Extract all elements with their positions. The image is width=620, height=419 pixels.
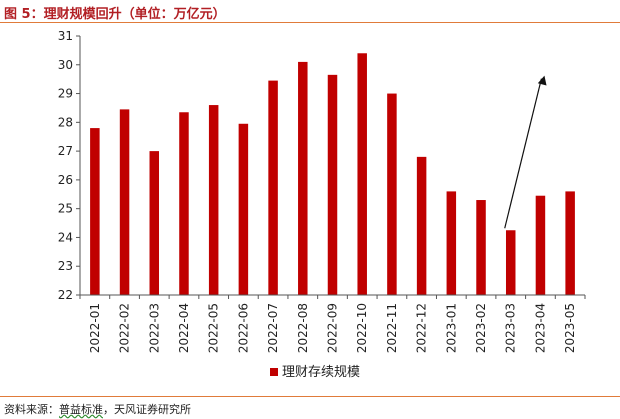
bar — [416, 156, 427, 295]
legend-label: 理财存续规模 — [282, 365, 360, 380]
bar — [505, 230, 516, 295]
x-tick-label: 2022-06 — [236, 303, 250, 353]
bar — [298, 61, 308, 296]
y-tick-label: 29 — [58, 87, 73, 101]
bar — [149, 151, 160, 295]
x-tick-label: 2022-04 — [177, 303, 191, 353]
bar — [90, 128, 100, 295]
arrow-head — [537, 75, 547, 86]
bar — [565, 191, 575, 295]
y-tick-label: 22 — [58, 288, 73, 302]
trend-arrow — [504, 75, 547, 229]
x-tick-label: 2022-03 — [147, 303, 161, 353]
chart-title: 图 5：理财规模回升（单位：万亿元） — [4, 7, 226, 22]
x-tick-label: 2022-08 — [296, 303, 310, 353]
bar — [446, 191, 457, 295]
legend: 理财存续规模 — [270, 365, 360, 380]
x-tick-label: 2022-01 — [88, 303, 102, 353]
footer-divider — [0, 396, 620, 397]
y-tick-label: 23 — [58, 259, 73, 273]
source-prefix: 资料来源： — [4, 403, 59, 416]
bars — [90, 53, 575, 296]
source-rest: ，天风证券研究所 — [103, 403, 191, 416]
y-tick-label: 30 — [58, 58, 73, 72]
bar — [387, 93, 397, 295]
bar — [268, 80, 278, 295]
bar — [327, 74, 338, 295]
x-tick-label: 2022-11 — [385, 303, 399, 353]
y-tick-label: 27 — [58, 144, 73, 158]
source-highlight: 普益标准 — [59, 403, 103, 416]
legend-swatch — [270, 368, 278, 376]
bar — [208, 105, 219, 295]
y-axis: 22 23 24 25 26 27 28 29 30 31 — [58, 29, 81, 302]
x-tick-label: 2022-10 — [355, 303, 369, 353]
y-tick-label: 28 — [58, 115, 73, 129]
y-tick-label: 24 — [58, 230, 73, 244]
x-tick-label: 2023-03 — [504, 303, 518, 353]
y-tick-label: 25 — [58, 202, 73, 216]
x-tick-label: 2023-04 — [533, 303, 547, 353]
bar — [357, 53, 367, 296]
x-tick-label: 2022-09 — [326, 303, 340, 353]
y-tick-label: 31 — [58, 29, 73, 43]
bar — [179, 112, 189, 295]
source-note: 资料来源：普益标准，天风证券研究所 — [4, 401, 191, 417]
x-tick-label: 2022-05 — [207, 303, 221, 353]
bar — [476, 200, 486, 295]
bar — [119, 109, 130, 295]
bar — [535, 195, 546, 295]
x-tick-label: 2023-01 — [444, 303, 458, 353]
x-tick-label: 2022-12 — [415, 303, 429, 353]
arrow-line — [504, 78, 543, 229]
title-divider — [0, 22, 620, 23]
x-tick-label: 2023-02 — [474, 303, 488, 353]
x-axis: 2022-01 2022-02 2022-03 2022-04 2022-05 2022-… — [79, 294, 586, 353]
y-tick-label: 26 — [58, 173, 73, 187]
x-tick-label: 2022-02 — [118, 303, 132, 353]
bar — [238, 123, 249, 296]
x-tick-label: 2023-05 — [563, 303, 577, 353]
x-tick-label: 2022-07 — [266, 303, 280, 353]
